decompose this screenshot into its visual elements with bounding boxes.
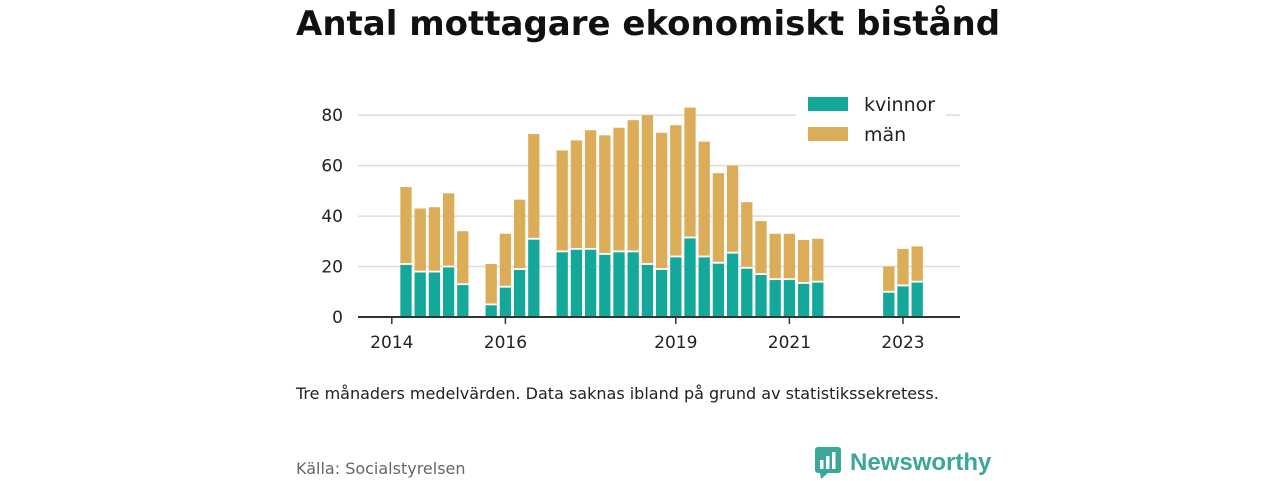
bar-kvinnor	[570, 248, 583, 317]
bar-kvinnor	[457, 284, 469, 317]
bar-kvinnor	[428, 271, 441, 317]
bar-kvinnor	[613, 251, 625, 317]
chart-note: Tre månaders medelvärden. Data saknas ib…	[296, 384, 939, 403]
bar-man	[641, 115, 654, 265]
bar-man	[414, 208, 426, 272]
bar-man	[883, 266, 895, 292]
bar-man	[684, 107, 696, 238]
bar-kvinnor	[641, 264, 654, 317]
bar-kvinnor	[556, 251, 568, 317]
brand-logo[interactable]: Newsworthy	[814, 445, 991, 481]
bar-man	[797, 240, 810, 283]
x-tick-label: 2014	[370, 333, 413, 353]
legend-label-kvinnor: kvinnor	[864, 94, 935, 116]
x-tick-label: 2016	[484, 333, 527, 353]
bar-kvinnor	[812, 281, 824, 317]
bar-kvinnor	[797, 282, 810, 317]
bar-man	[911, 246, 923, 282]
bar-man	[428, 207, 441, 272]
x-tick-label: 2021	[768, 333, 811, 353]
y-tick-label: 80	[321, 106, 343, 126]
bar-man	[599, 135, 611, 254]
bar-man	[528, 134, 540, 239]
y-tick-label: 0	[332, 308, 343, 328]
bar-man	[457, 231, 469, 285]
bar-kvinnor	[513, 269, 526, 317]
source-text: Källa: Socialstyrelsen	[296, 459, 466, 478]
axes: 0 20 40 60 80 2014 2016 2019 2021 2023	[321, 106, 960, 353]
legend-swatch-kvinnor	[808, 97, 848, 111]
brand-name: Newsworthy	[850, 449, 992, 476]
bar-kvinnor	[528, 238, 540, 317]
bar-kvinnor	[400, 264, 412, 317]
bar-kvinnor	[783, 279, 796, 317]
bar-man	[442, 193, 455, 267]
bar-man	[897, 248, 909, 286]
bar-man	[741, 202, 753, 268]
bar-man	[712, 173, 725, 263]
bar-kvinnor	[499, 286, 512, 317]
bar-kvinnor	[698, 256, 710, 317]
bar-man	[584, 130, 597, 249]
bar-kvinnor	[442, 266, 455, 317]
x-tick-label: 2023	[881, 333, 924, 353]
x-tick-label: 2019	[654, 333, 697, 353]
bar-man	[613, 127, 625, 252]
bar-man	[726, 165, 739, 253]
y-tick-label: 20	[321, 258, 343, 278]
bar-kvinnor	[726, 252, 739, 317]
legend-label-man: män	[864, 124, 906, 146]
bar-man	[400, 187, 412, 265]
legend-swatch-man	[808, 127, 848, 141]
bar-man	[769, 233, 781, 280]
bar-man	[783, 233, 796, 280]
bar-man	[627, 120, 639, 252]
bar-man	[670, 125, 682, 257]
bar-man	[556, 150, 568, 252]
y-tick-label: 40	[321, 207, 343, 227]
bar-kvinnor	[911, 281, 923, 317]
bar-kvinnor	[584, 248, 597, 317]
bar-kvinnor	[883, 291, 895, 317]
newsworthy-logo-icon	[815, 447, 841, 479]
bar-kvinnor	[627, 251, 639, 317]
bar-kvinnor	[897, 285, 909, 317]
bar-man	[570, 140, 583, 249]
bar-man	[655, 132, 668, 270]
chart: 0 20 40 60 80 2014 2016 2019 2021 2023 kvinnor män	[321, 86, 960, 353]
bar-man	[812, 238, 824, 282]
legend: kvinnor män	[796, 86, 946, 152]
bar-kvinnor	[485, 304, 497, 317]
bar-man	[698, 141, 710, 257]
bar-kvinnor	[755, 274, 767, 317]
bars	[400, 107, 923, 317]
bar-man	[513, 199, 526, 270]
bar-man	[485, 264, 497, 305]
bar-kvinnor	[769, 279, 781, 317]
bar-kvinnor	[712, 262, 725, 317]
bar-kvinnor	[741, 267, 753, 317]
bar-kvinnor	[599, 253, 611, 317]
bar-kvinnor	[684, 237, 696, 317]
bar-kvinnor	[655, 269, 668, 317]
bar-man	[755, 221, 767, 275]
y-tick-label: 60	[321, 157, 343, 177]
bar-man	[499, 233, 512, 287]
chart-title: Antal mottagare ekonomiskt bistånd	[296, 4, 1001, 44]
bar-kvinnor	[414, 271, 426, 317]
bar-kvinnor	[670, 256, 682, 317]
